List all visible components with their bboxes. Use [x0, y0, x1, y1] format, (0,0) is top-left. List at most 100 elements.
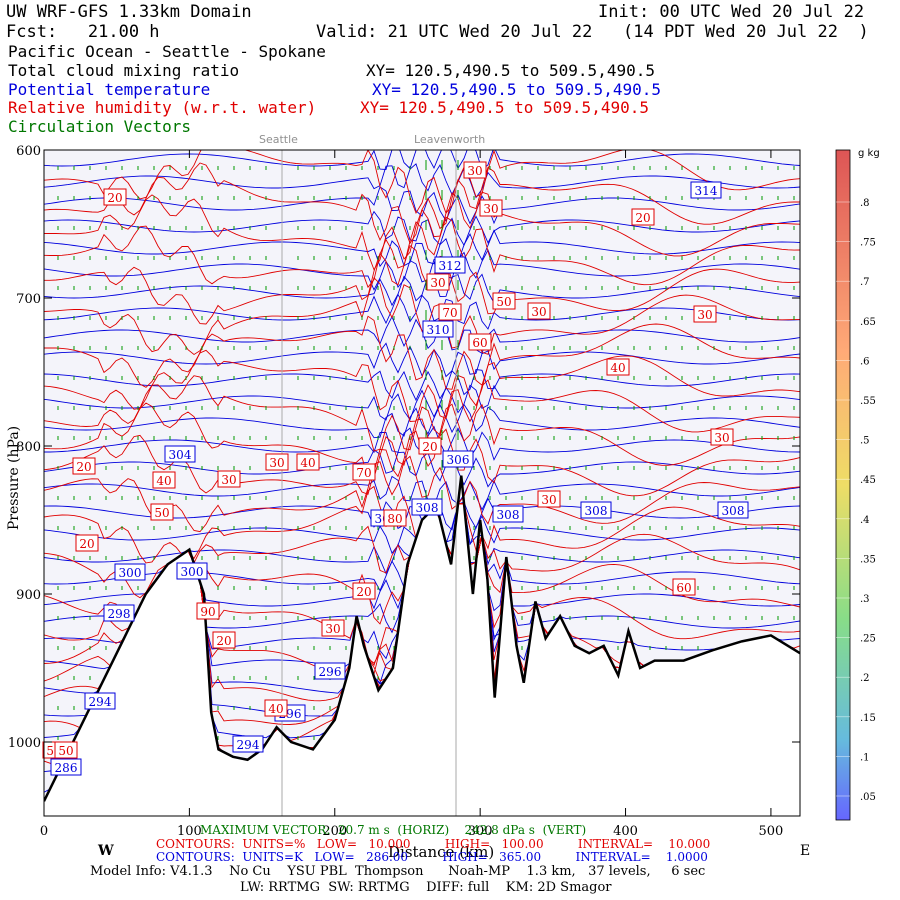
rh-label-box: [383, 509, 407, 527]
theta-label: 298: [108, 607, 131, 621]
theta-label: 310: [427, 323, 450, 337]
theta-label-box: [176, 562, 208, 580]
theta-contour-line: [44, 503, 800, 575]
colorbar-tick-label: .65: [860, 317, 876, 328]
model-info-physics: LW: RRTMG SW: RRTMG DIFF: full KM: 2D Sm…: [240, 880, 612, 895]
y-tick-label: 600: [16, 144, 41, 159]
theta-label-group: 314 312 310 306 308 308 308 308 304 306 300 300 298 2…: [50, 181, 749, 776]
rh-label-box: [152, 471, 176, 489]
colorbar-tick-label: .25: [860, 634, 876, 645]
colorbar-tick-label: .75: [860, 238, 876, 249]
rh-label: 60: [676, 581, 691, 595]
theta-contour-line: [44, 315, 800, 354]
rh-contour-line: [44, 244, 800, 325]
rh-label-box: [631, 208, 655, 226]
theta-label: 294: [89, 695, 112, 709]
theta-contour-line: [44, 503, 800, 717]
colorbar-tick-label: .6: [860, 356, 870, 367]
rh-contour-line: [44, 162, 800, 245]
theta-contour-line: [44, 503, 800, 555]
theta-contour-line: [44, 210, 800, 247]
rh-label-box: [479, 199, 503, 217]
theta-label: 306: [375, 512, 398, 526]
west-label: W: [98, 843, 114, 859]
rh-contour-line: [44, 402, 800, 479]
colorbar-tick-label: .8: [860, 198, 870, 209]
rh-label: 30: [714, 431, 729, 445]
rh-contour-line: [44, 503, 800, 625]
rh-label-box: [217, 470, 241, 488]
forecast-hour: Fcst: 21.00 h: [6, 22, 160, 42]
rh-label-box: [492, 292, 516, 310]
theta-label: 306: [447, 453, 470, 467]
rh-label-box: [463, 161, 487, 179]
rh-label: 70: [442, 306, 457, 320]
colorbar-unit: g kg: [858, 148, 880, 159]
y-axis-title: Pressure (hPa): [6, 425, 23, 531]
y-tick-label: 700: [16, 292, 41, 307]
x-tick-label: 0: [40, 824, 48, 839]
colorbar-ticks: .8 .75 .7 .65 .6 .55 .5 .45 .4 .35 .3 .25 .2 .15 .1 .05: [836, 198, 876, 803]
theta-contour-line: [44, 503, 800, 793]
rh-contour-line: [44, 216, 800, 289]
theta-label-box: [50, 758, 82, 776]
rh-label: 30: [531, 305, 546, 319]
theta-label: 308: [497, 508, 520, 522]
theta-contour-line: [44, 475, 800, 511]
rh-label: 20: [635, 211, 650, 225]
theta-label: 312: [439, 259, 462, 273]
theta-label-box: [411, 498, 443, 516]
theta-contour-line: [44, 293, 800, 330]
rh-contour-line: [44, 503, 800, 667]
rh-label-box: [352, 582, 376, 600]
theta-contours: [44, 150, 800, 793]
theta-contour-line: [44, 163, 800, 199]
theta-contour-line: [44, 342, 800, 378]
theta-label-box: [314, 662, 346, 680]
theta-contour-line: [44, 503, 800, 642]
theta-label-box: [434, 256, 466, 274]
rh-label: 20: [79, 537, 94, 551]
rh-label: 80: [387, 512, 402, 526]
colorbar-tick-label: .7: [860, 277, 870, 288]
rh-label: 20: [216, 634, 231, 648]
theta-contour-line: [44, 369, 800, 402]
rh-label: 50: [154, 506, 169, 520]
place-label-seattle: Seattle: [259, 133, 298, 146]
plot-background: [44, 150, 800, 816]
x-tick-label: 500: [759, 824, 784, 839]
colorbar-tick-label: .5: [860, 436, 870, 447]
rh-label-box: [418, 437, 442, 455]
theta-label-box: [164, 445, 196, 463]
rh-label-box: [352, 463, 376, 481]
valid-time: Valid: 21 UTC Wed 20 Jul 22 (14 PDT Wed …: [316, 22, 869, 42]
rh-label: 30: [430, 276, 445, 290]
field-rh-label: Relative humidity (w.r.t. water): [8, 98, 317, 117]
rh-label: 30: [467, 164, 482, 178]
contours-theta-info: CONTOURS: UNITS=K LOW= 286.00 HIGH= 365.…: [156, 850, 708, 864]
rh-label: 30: [269, 456, 284, 470]
rh-label-box: [426, 273, 450, 291]
theta-contour-line: [44, 403, 800, 439]
rh-label-box: [468, 333, 492, 351]
rh-label: 30: [483, 202, 498, 216]
theta-contour-line: [44, 186, 800, 225]
rh-label: 40: [268, 702, 283, 716]
model-title: UW WRF-GFS 1.33km Domain: [6, 2, 252, 22]
field-cloud-label: Total cloud mixing ratio: [8, 61, 240, 80]
field-cloud-xy: XY= 120.5,490.5 to 509.5,490.5: [366, 61, 655, 80]
rh-label: 20: [107, 191, 122, 205]
theta-contour-line: [44, 503, 800, 760]
theta-label-box: [422, 320, 454, 338]
rh-label-box: [438, 303, 462, 321]
colorbar-tick-label: .55: [860, 396, 876, 407]
plot-frame: [43, 149, 801, 817]
theta-contour-line: [44, 497, 800, 531]
rh-label-box: [710, 428, 734, 446]
x-axis-title: Distance (km): [388, 843, 495, 861]
rh-label-box: [42, 741, 66, 759]
rh-label: 60: [472, 336, 487, 350]
rh-contour-line: [44, 276, 800, 356]
rh-label: 20: [76, 460, 91, 474]
